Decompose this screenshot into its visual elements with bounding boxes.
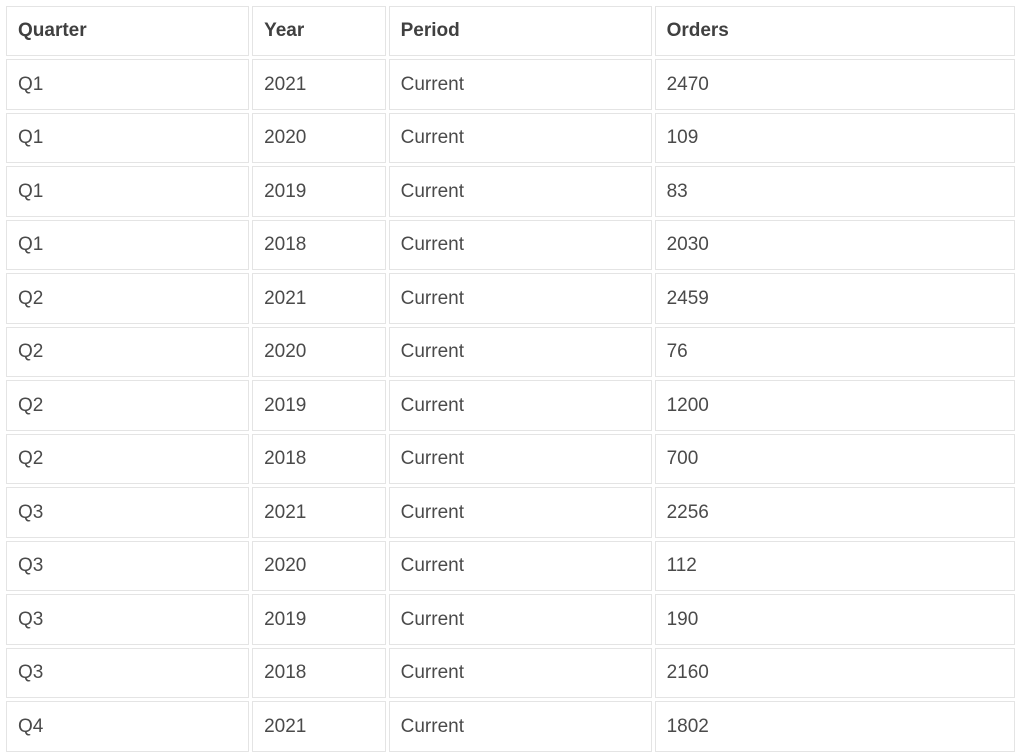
orders-cell: 700 [654, 434, 1015, 484]
period-cell: Current [388, 220, 652, 270]
orders-table: Quarter Year Period Orders Q1 2021 Curre… [3, 3, 1018, 755]
table-header: Quarter Year Period Orders [6, 6, 1015, 56]
table-row: Q2 2018 Current 700 [6, 434, 1015, 484]
orders-cell: 2459 [654, 273, 1015, 324]
year-cell: 2021 [252, 487, 386, 538]
table-row: Q1 2018 Current 2030 [6, 220, 1015, 270]
year-cell: 2018 [252, 648, 386, 698]
quarter-cell: Q2 [6, 434, 250, 484]
period-cell: Current [388, 648, 652, 698]
quarter-cell: Q3 [6, 594, 250, 645]
orders-cell: 83 [654, 166, 1015, 217]
orders-cell: 2470 [654, 59, 1015, 110]
orders-cell: 1200 [654, 380, 1015, 431]
orders-cell: 190 [654, 594, 1015, 645]
year-cell: 2019 [252, 380, 386, 431]
orders-cell: 2030 [654, 220, 1015, 270]
period-cell: Current [388, 701, 652, 752]
table-body: Q1 2021 Current 2470 Q1 2020 Current 109… [6, 59, 1015, 752]
table-row: Q2 2020 Current 76 [6, 327, 1015, 377]
year-cell: 2020 [252, 327, 386, 377]
year-cell: 2021 [252, 273, 386, 324]
quarter-cell: Q3 [6, 648, 250, 698]
orders-cell: 1802 [654, 701, 1015, 752]
column-header-year[interactable]: Year [252, 6, 386, 56]
orders-cell: 109 [654, 113, 1015, 163]
year-cell: 2018 [252, 220, 386, 270]
orders-cell: 76 [654, 327, 1015, 377]
table-row: Q1 2020 Current 109 [6, 113, 1015, 163]
quarter-cell: Q2 [6, 273, 250, 324]
period-cell: Current [388, 59, 652, 110]
quarter-cell: Q4 [6, 701, 250, 752]
quarter-cell: Q3 [6, 541, 250, 591]
table-row: Q3 2019 Current 190 [6, 594, 1015, 645]
period-cell: Current [388, 594, 652, 645]
quarter-cell: Q2 [6, 380, 250, 431]
table-row: Q1 2019 Current 83 [6, 166, 1015, 217]
year-cell: 2019 [252, 166, 386, 217]
year-cell: 2020 [252, 113, 386, 163]
period-cell: Current [388, 327, 652, 377]
table-row: Q3 2021 Current 2256 [6, 487, 1015, 538]
year-cell: 2020 [252, 541, 386, 591]
orders-cell: 112 [654, 541, 1015, 591]
quarter-cell: Q3 [6, 487, 250, 538]
period-cell: Current [388, 434, 652, 484]
column-header-orders[interactable]: Orders [654, 6, 1015, 56]
quarter-cell: Q1 [6, 113, 250, 163]
quarter-cell: Q1 [6, 59, 250, 110]
period-cell: Current [388, 541, 652, 591]
quarter-cell: Q1 [6, 166, 250, 217]
period-cell: Current [388, 487, 652, 538]
header-row: Quarter Year Period Orders [6, 6, 1015, 56]
period-cell: Current [388, 166, 652, 217]
year-cell: 2021 [252, 59, 386, 110]
period-cell: Current [388, 113, 652, 163]
column-header-period[interactable]: Period [388, 6, 652, 56]
table-row: Q1 2021 Current 2470 [6, 59, 1015, 110]
table-row: Q2 2019 Current 1200 [6, 380, 1015, 431]
quarter-cell: Q1 [6, 220, 250, 270]
table-row: Q4 2021 Current 1802 [6, 701, 1015, 752]
orders-cell: 2256 [654, 487, 1015, 538]
column-header-quarter[interactable]: Quarter [6, 6, 250, 56]
table-row: Q3 2018 Current 2160 [6, 648, 1015, 698]
quarter-cell: Q2 [6, 327, 250, 377]
year-cell: 2018 [252, 434, 386, 484]
period-cell: Current [388, 273, 652, 324]
year-cell: 2019 [252, 594, 386, 645]
orders-cell: 2160 [654, 648, 1015, 698]
year-cell: 2021 [252, 701, 386, 752]
period-cell: Current [388, 380, 652, 431]
table-row: Q3 2020 Current 112 [6, 541, 1015, 591]
table-row: Q2 2021 Current 2459 [6, 273, 1015, 324]
